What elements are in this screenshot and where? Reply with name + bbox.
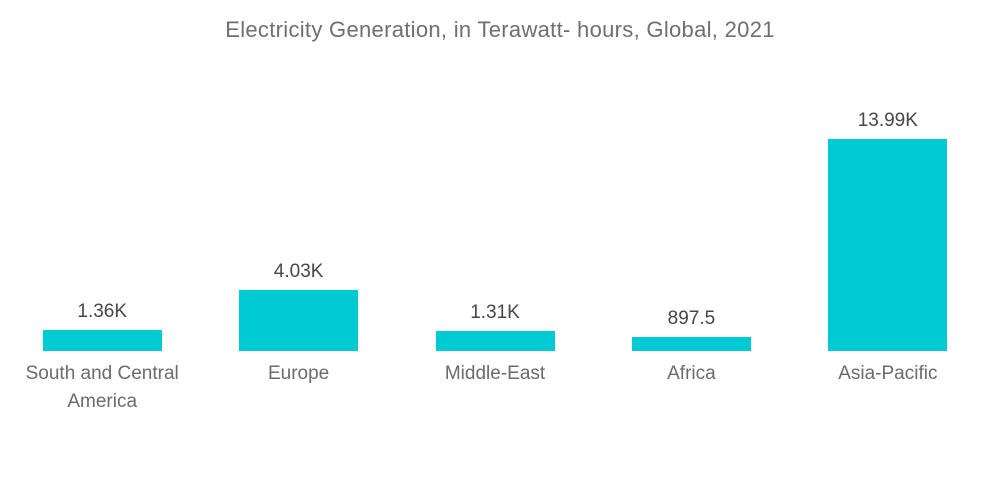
bar-group: 1.31K Middle-East: [397, 60, 593, 415]
bar-value-label: 4.03K: [273, 260, 324, 282]
bar-value-label: 13.99K: [857, 110, 918, 131]
category-label: Asia-Pacific: [838, 363, 938, 384]
bar: [42, 330, 162, 351]
bar-value-label: 1.36K: [77, 301, 128, 323]
bar: [239, 289, 359, 351]
bar-plot: 1.36K South and Central America 4.03K Europ…: [4, 60, 986, 415]
bar-area: 897.5: [631, 60, 751, 351]
bar-area: 1.36K: [42, 60, 162, 351]
chart-title: Electricity Generation, in Terawatt- hou…: [225, 17, 775, 42]
bar-area: 13.99K: [828, 60, 948, 351]
bar-value-label: 897.5: [667, 308, 716, 330]
category-label: Africa: [667, 363, 716, 384]
bar-group: 13.99K Asia-Pacific: [790, 60, 986, 415]
bar: [631, 337, 751, 351]
bar-group: 4.03K Europe: [200, 60, 396, 415]
category-label: Middle-East: [444, 363, 546, 384]
category-label: South and Central America: [25, 363, 179, 412]
bar-area: 1.31K: [435, 60, 555, 351]
bar-value-label: 1.31K: [470, 302, 520, 324]
bar: [435, 331, 555, 351]
bar-group: 1.36K South and Central America: [4, 60, 200, 415]
bar-group: 897.5 Africa: [593, 60, 789, 415]
bar: [828, 139, 948, 351]
bar-area: 4.03K: [239, 60, 359, 351]
category-label: Europe: [267, 363, 330, 384]
